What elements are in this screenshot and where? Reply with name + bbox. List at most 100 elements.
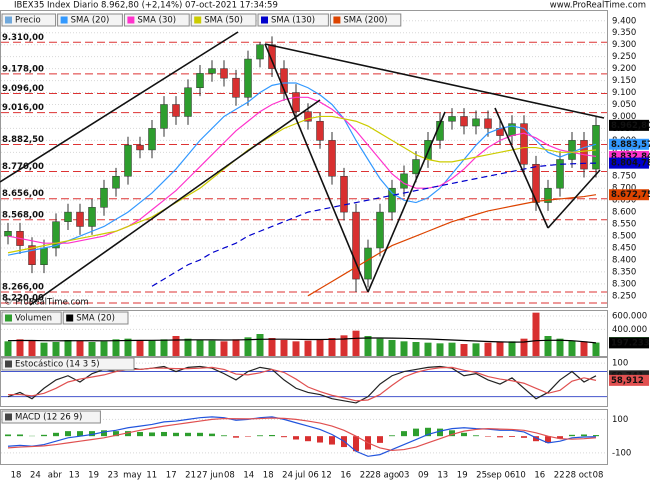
volume-bar (340, 335, 348, 356)
legend-box (329, 13, 402, 27)
x-tick-label: 18 (11, 471, 22, 481)
legend-label: SMA (50) (204, 16, 243, 26)
candle-body (136, 144, 144, 151)
candle-body (196, 73, 204, 89)
y-tick-label: 600.000 (612, 312, 647, 322)
histogram-bar (401, 431, 407, 437)
level-label: 9.310,00 (2, 33, 44, 43)
histogram-bar (329, 436, 335, 445)
y-tick-label: 8.450 (612, 243, 636, 253)
legend-box (1, 357, 135, 371)
chart-title: IBEX35 Index Diario 8.962,80 (+2,14%) 07… (14, 1, 278, 11)
volume-bar (580, 341, 588, 356)
legend-label: Precio (15, 16, 41, 26)
last-value-box (609, 150, 649, 162)
histogram-bar (377, 436, 383, 443)
candle-body (484, 118, 492, 129)
candle-body (64, 211, 72, 222)
trend-lines (0, 31, 605, 306)
candle-body (208, 68, 216, 74)
legend-box (1, 410, 101, 424)
y-tick-label: 8.650 (612, 196, 636, 206)
candle-body (148, 128, 156, 151)
candle-body (160, 104, 168, 129)
histogram-bar (185, 432, 191, 437)
series-line (307, 194, 597, 297)
volume-bar (28, 340, 36, 356)
volume-bar (220, 341, 228, 356)
volume-bar (244, 337, 252, 356)
legend-swatch (261, 16, 268, 24)
last-value-label: 197.233 (611, 338, 650, 348)
candle-body (592, 125, 600, 170)
histogram-bar (149, 432, 155, 437)
histogram-bar (497, 436, 503, 438)
volume-bar (448, 342, 456, 356)
level-label: 8.266,00 (2, 282, 44, 292)
x-tick-label: 13 (69, 471, 80, 481)
x-tick-label: jul 06 (294, 471, 319, 481)
candle-body (364, 247, 372, 280)
volume-panel (0, 310, 608, 357)
volume-bar (316, 339, 324, 356)
legend-label: SMA (20) (76, 314, 115, 324)
volume-bar (388, 340, 396, 356)
y-tick-label: -100 (612, 448, 631, 458)
x-tick-label: 28 oct (565, 471, 592, 481)
candle-body (124, 144, 132, 177)
y-tick-label: 9.200 (612, 64, 636, 74)
x-tick-label: 18 (263, 471, 274, 481)
series-line (7, 337, 597, 344)
volume-bar (292, 341, 300, 356)
legend-label: SMA (200) (343, 16, 387, 26)
volume-bar (436, 343, 444, 356)
volume-bar (400, 341, 408, 356)
volume-bar (52, 342, 60, 356)
x-tick-label: 21 (185, 471, 196, 481)
candle-body (388, 187, 396, 213)
price-panel (0, 10, 608, 308)
last-value-box (609, 119, 649, 131)
volume-bar (472, 343, 480, 356)
y-tick-label: 8.300 (612, 279, 636, 289)
volume-bar (532, 312, 540, 356)
y-tick-label: 8.600 (612, 208, 636, 218)
volume-bar (112, 339, 120, 356)
volume-bar (124, 338, 132, 356)
y-tick-label: 8.400 (612, 255, 636, 265)
volume-bar (160, 339, 168, 356)
volume-bar (508, 341, 516, 356)
histogram-bar (101, 430, 107, 437)
x-tick-label: 25 (476, 471, 487, 481)
candle-body (340, 175, 348, 213)
volume-bar (88, 342, 96, 356)
volume-bar (412, 342, 420, 356)
histogram-bar (449, 430, 455, 437)
volume-bar (280, 340, 288, 356)
level-label: 8.656,00 (2, 189, 44, 199)
x-tick-label: 24 (30, 471, 41, 481)
volume-bar (196, 340, 204, 356)
watermark: www.ProRealTime.com (550, 1, 646, 11)
macd-panel (0, 409, 608, 465)
last-value-box (609, 189, 649, 201)
trend-line (29, 99, 321, 306)
candle-body (28, 245, 36, 265)
legend-box (57, 13, 123, 27)
candle-body (76, 211, 84, 227)
x-tick-label: 08 (224, 471, 235, 481)
volume-bar (424, 342, 432, 356)
histogram-bar (317, 436, 323, 443)
volume-bar (16, 339, 24, 356)
legend-box (1, 311, 62, 325)
last-value-label: 8.672,75 (611, 190, 650, 200)
candle-body (544, 187, 552, 203)
series-line (7, 82, 597, 256)
x-tick-label: 12 (321, 471, 332, 481)
y-tick-label: 8.750 (612, 172, 636, 182)
histogram-bar (77, 431, 83, 437)
y-tick-label: 9.100 (612, 88, 636, 98)
trend-line (264, 43, 369, 293)
candle-body (184, 87, 192, 117)
last-value-box (609, 337, 649, 349)
